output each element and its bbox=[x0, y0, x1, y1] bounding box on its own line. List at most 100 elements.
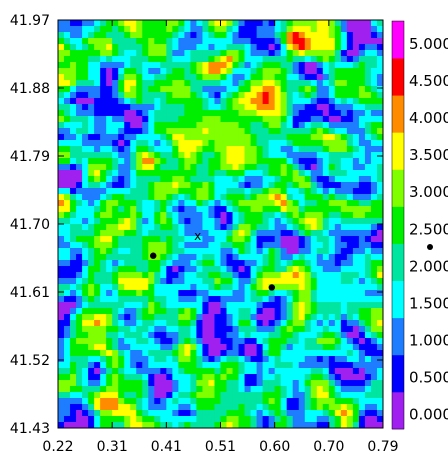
contour-cell bbox=[358, 272, 366, 279]
contour-cell bbox=[166, 350, 173, 357]
contour-cell bbox=[256, 266, 264, 273]
contour-cell bbox=[142, 254, 149, 261]
contour-cell bbox=[148, 332, 155, 339]
contour-cell bbox=[76, 20, 83, 27]
contour-cell bbox=[358, 200, 366, 207]
contour-cell bbox=[112, 410, 119, 417]
contour-cell bbox=[298, 224, 306, 231]
contour-cell bbox=[166, 356, 173, 363]
contour-cell bbox=[358, 26, 366, 33]
contour-cell bbox=[280, 146, 288, 153]
contour-cell bbox=[328, 128, 336, 135]
contour-cell bbox=[100, 224, 107, 231]
contour-cell bbox=[124, 146, 131, 153]
contour-cell bbox=[208, 242, 216, 249]
contour-cell bbox=[316, 404, 324, 411]
contour-cell bbox=[316, 140, 324, 147]
contour-cell bbox=[328, 86, 336, 93]
contour-cell bbox=[202, 224, 210, 231]
contour-cell bbox=[214, 44, 222, 51]
contour-cell bbox=[238, 320, 246, 327]
contour-cell bbox=[364, 182, 372, 189]
contour-cell bbox=[334, 254, 342, 261]
contour-cell bbox=[100, 128, 107, 135]
contour-cell bbox=[280, 392, 288, 399]
contour-cell bbox=[364, 74, 372, 81]
contour-cell bbox=[256, 380, 264, 387]
contour-cell bbox=[166, 326, 173, 333]
contour-cell bbox=[304, 170, 312, 177]
contour-cell bbox=[58, 374, 65, 381]
contour-cell bbox=[142, 260, 149, 267]
contour-cell bbox=[250, 56, 258, 63]
contour-cell bbox=[106, 128, 113, 135]
contour-cell bbox=[304, 26, 312, 33]
x-tick-label: 0.60 bbox=[259, 439, 290, 455]
contour-cell bbox=[334, 242, 342, 249]
contour-cell bbox=[160, 422, 167, 428]
contour-cell bbox=[370, 392, 378, 399]
contour-cell bbox=[304, 374, 312, 381]
contour-cell bbox=[352, 356, 360, 363]
contour-cell bbox=[376, 260, 383, 267]
contour-cell bbox=[172, 266, 179, 273]
contour-cell bbox=[244, 26, 252, 33]
contour-cell bbox=[148, 194, 155, 201]
contour-cell bbox=[316, 164, 324, 171]
contour-cell bbox=[370, 398, 378, 405]
contour-cell bbox=[352, 50, 360, 57]
contour-cell bbox=[370, 260, 378, 267]
contour-cell bbox=[172, 20, 179, 27]
contour-cell bbox=[250, 374, 258, 381]
contour-cell bbox=[238, 356, 246, 363]
contour-cell bbox=[268, 344, 276, 351]
contour-cell bbox=[100, 68, 107, 75]
contour-cell bbox=[100, 164, 107, 171]
contour-cell bbox=[268, 92, 276, 99]
contour-cell bbox=[112, 272, 119, 279]
contour-cell bbox=[322, 218, 330, 225]
contour-cell bbox=[316, 218, 324, 225]
contour-cell bbox=[322, 386, 330, 393]
contour-cell bbox=[244, 50, 252, 57]
contour-cell bbox=[304, 92, 312, 99]
contour-cell bbox=[256, 410, 264, 417]
contour-cell bbox=[160, 224, 167, 231]
contour-cell bbox=[118, 110, 125, 117]
contour-cell bbox=[64, 338, 71, 345]
contour-cell bbox=[172, 86, 179, 93]
contour-cell bbox=[130, 104, 137, 111]
contour-cell bbox=[88, 44, 95, 51]
contour-cell bbox=[268, 290, 276, 297]
contour-cell bbox=[166, 224, 173, 231]
contour-cell bbox=[226, 212, 234, 219]
contour-cell bbox=[226, 128, 234, 135]
contour-cell bbox=[154, 134, 161, 141]
contour-cell bbox=[94, 86, 101, 93]
contour-cell bbox=[64, 356, 71, 363]
contour-cell bbox=[244, 68, 252, 75]
contour-cell bbox=[142, 380, 149, 387]
contour-cell bbox=[166, 380, 173, 387]
contour-cell bbox=[358, 218, 366, 225]
contour-cell bbox=[304, 176, 312, 183]
contour-cell bbox=[190, 314, 198, 321]
contour-cell bbox=[136, 356, 143, 363]
contour-cell bbox=[274, 80, 282, 87]
contour-cell bbox=[190, 38, 198, 45]
contour-cell bbox=[376, 356, 383, 363]
contour-cell bbox=[334, 350, 342, 357]
contour-cell bbox=[358, 308, 366, 315]
contour-cell bbox=[148, 218, 155, 225]
contour-cell bbox=[88, 170, 95, 177]
contour-cell bbox=[76, 398, 83, 405]
contour-cell bbox=[202, 146, 210, 153]
contour-cell bbox=[70, 266, 77, 273]
contour-cell bbox=[310, 74, 318, 81]
contour-cell bbox=[124, 80, 131, 87]
x-tick-label: 0.22 bbox=[42, 439, 73, 455]
contour-cell bbox=[232, 182, 240, 189]
contour-cell bbox=[310, 104, 318, 111]
contour-cell bbox=[172, 224, 179, 231]
contour-cell bbox=[106, 230, 113, 237]
